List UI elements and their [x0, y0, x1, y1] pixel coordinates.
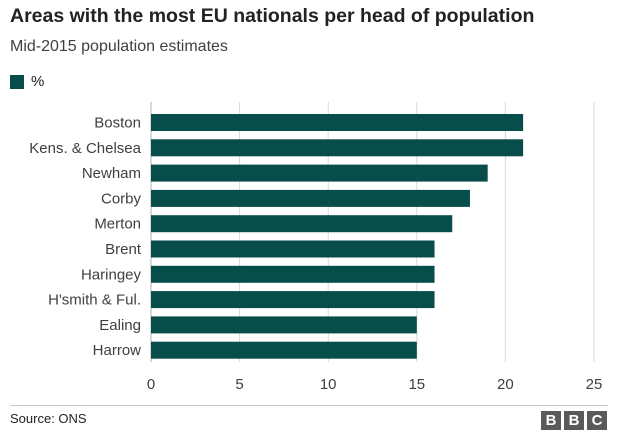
x-tick-label: 0	[147, 376, 155, 393]
legend: %	[10, 73, 44, 90]
x-tick-label: 25	[586, 376, 603, 393]
bbc-logo-letter: C	[587, 411, 607, 430]
category-label: Harrow	[93, 342, 142, 359]
category-label: Corby	[101, 190, 142, 207]
category-label: Boston	[94, 115, 141, 132]
bbc-logo: B B C	[541, 411, 607, 430]
bbc-logo-letter: B	[541, 411, 561, 430]
category-label: Ealing	[99, 317, 141, 334]
footer-divider	[10, 405, 608, 406]
category-label: H'smith & Ful.	[48, 292, 141, 309]
bar	[151, 240, 435, 258]
bar	[151, 189, 470, 207]
bar	[151, 164, 488, 182]
chart-subtitle: Mid-2015 population estimates	[10, 38, 228, 55]
bar	[151, 215, 453, 233]
bar	[151, 265, 435, 283]
bar	[151, 316, 417, 334]
bar	[151, 114, 524, 131]
x-tick-label: 10	[320, 376, 337, 393]
bar	[151, 139, 524, 157]
chart-title: Areas with the most EU nationals per hea…	[10, 5, 535, 27]
x-tick-label: 20	[497, 376, 514, 393]
category-label: Newham	[82, 165, 141, 182]
x-tick-label: 5	[235, 376, 243, 393]
bbc-logo-letter: B	[564, 411, 584, 430]
legend-swatch	[10, 74, 24, 89]
legend-label: %	[31, 73, 45, 90]
category-label: Merton	[94, 216, 141, 233]
category-label: Kens. & Chelsea	[29, 140, 141, 157]
x-tick-label: 15	[408, 376, 425, 393]
bar	[151, 341, 417, 359]
category-label: Haringey	[81, 266, 142, 283]
bar-chart: 0 5 10 15 20 25 Boston Kens. & Chelsea Newham Cor…	[29, 102, 603, 393]
category-label: Brent	[105, 241, 142, 258]
bar	[151, 291, 435, 309]
source-note: Source: ONS	[10, 411, 87, 426]
